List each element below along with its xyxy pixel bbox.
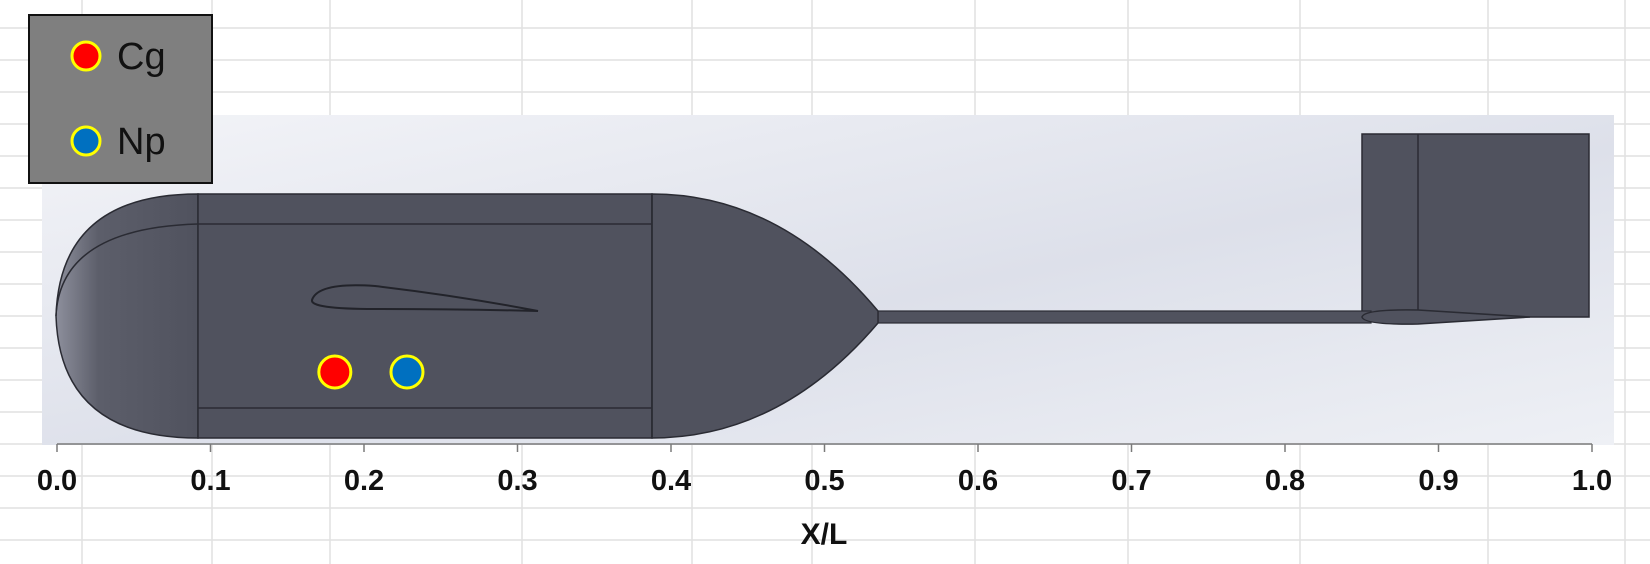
x-ticks: 0.0 0.1 0.2 0.3 0.4 0.5 0.6 0.7 0.8 0.9 1.0	[37, 444, 1612, 497]
legend-box	[28, 14, 213, 184]
x-axis: 0.0 0.1 0.2 0.3 0.4 0.5 0.6 0.7 0.8 0.9 1.0 X/L	[37, 443, 1612, 551]
vehicle-rendering	[42, 115, 1614, 445]
marker-np-0	[389, 354, 425, 390]
x-axis-title: X/L	[801, 518, 848, 551]
legend: Cg Np	[28, 14, 213, 184]
data-markers	[317, 354, 425, 390]
tail-fin	[1361, 133, 1590, 318]
x-tick-label-6: 0.6	[958, 465, 998, 497]
x-tick-label-10: 1.0	[1572, 465, 1612, 497]
mid-body	[197, 193, 653, 439]
x-tick-label-5: 0.5	[804, 465, 844, 497]
tail-cone	[651, 193, 879, 439]
legend-label-cg: Cg	[117, 36, 166, 78]
x-tick-label-3: 0.3	[497, 465, 537, 497]
tail-boom	[877, 310, 1372, 324]
x-tick-label-0: 0.0	[37, 465, 77, 497]
legend-marker-np	[70, 125, 102, 157]
marker-cg-0	[317, 354, 353, 390]
nose-section	[55, 193, 199, 439]
x-tick-label-7: 0.7	[1111, 465, 1151, 497]
x-tick-label-2: 0.2	[344, 465, 384, 497]
tail-airfoil	[1361, 309, 1531, 325]
x-tick-label-4: 0.4	[651, 465, 691, 497]
nose-inner-contour	[55, 223, 199, 317]
x-tick-label-1: 0.1	[190, 465, 230, 497]
x-tick-label-9: 0.9	[1418, 465, 1458, 497]
legend-label-np: Np	[117, 121, 166, 163]
x-tick-label-8: 0.8	[1265, 465, 1305, 497]
legend-marker-cg	[70, 40, 102, 72]
wing-airfoil	[311, 284, 539, 312]
